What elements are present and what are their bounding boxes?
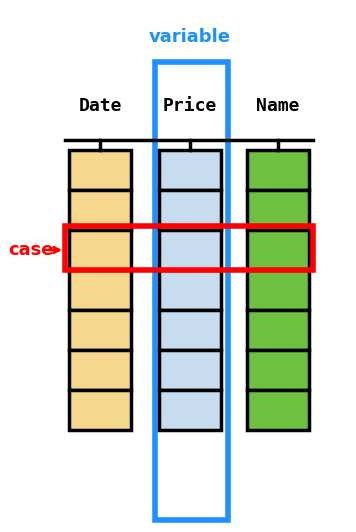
Bar <box>159 310 221 350</box>
Bar <box>159 190 221 230</box>
Bar <box>247 310 309 350</box>
Bar <box>159 350 221 390</box>
Bar <box>65 226 313 270</box>
Bar <box>247 190 309 230</box>
Bar <box>69 350 131 390</box>
Bar <box>69 190 131 230</box>
Bar <box>159 150 221 190</box>
Bar <box>159 230 221 270</box>
Text: case: case <box>8 241 53 259</box>
Text: variable: variable <box>149 28 231 46</box>
Bar <box>247 150 309 190</box>
Bar <box>69 270 131 310</box>
Bar <box>247 390 309 430</box>
Bar <box>159 270 221 310</box>
Text: Date: Date <box>78 97 122 115</box>
Bar <box>247 230 309 270</box>
Bar <box>69 230 131 270</box>
Bar <box>247 350 309 390</box>
Bar <box>247 270 309 310</box>
Bar <box>69 310 131 350</box>
Text: Name: Name <box>256 97 300 115</box>
Bar <box>69 150 131 190</box>
Bar <box>69 390 131 430</box>
Text: Price: Price <box>163 97 217 115</box>
Bar <box>159 390 221 430</box>
Bar <box>155 62 228 520</box>
